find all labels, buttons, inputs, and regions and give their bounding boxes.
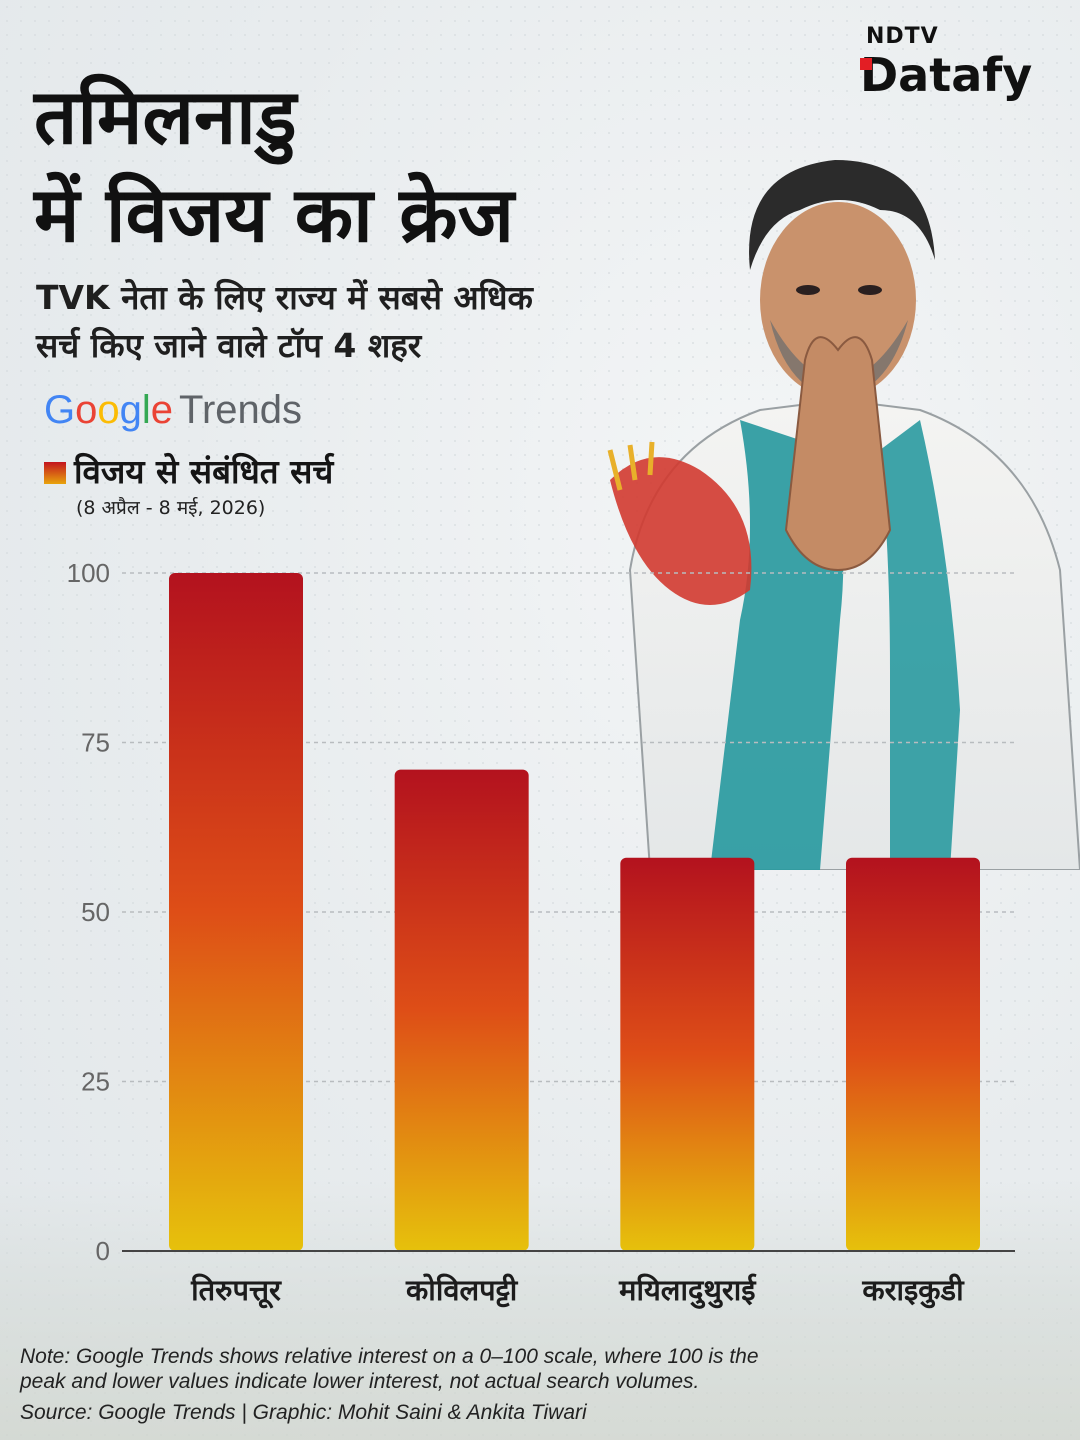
brand-ndtv: NDTV: [866, 24, 939, 49]
note-line-2: peak and lower values indicate lower int…: [20, 1370, 700, 1393]
x-category-label: कोविलपट्टी: [405, 1273, 519, 1308]
y-tick-label: 100: [67, 558, 110, 588]
bar: [620, 857, 755, 1251]
bars: [169, 573, 980, 1251]
x-category-label: कराइकुडी: [861, 1273, 965, 1309]
trends-wordmark: Trends: [179, 388, 303, 432]
google-trends-logo: Google Trends: [44, 388, 302, 433]
legend-date-range: (8 अप्रैल - 8 मई, 2026): [76, 497, 266, 519]
y-tick-label: 75: [81, 728, 110, 758]
page-subtitle: TVK नेता के लिए राज्य में सबसे अधिक सर्च…: [36, 274, 656, 370]
y-tick-label: 0: [96, 1236, 110, 1266]
title-line-1: तमिलनाडु: [34, 72, 297, 161]
source-credit: Source: Google Trends | Graphic: Mohit S…: [20, 1401, 587, 1424]
brand-accent-square: [860, 58, 872, 70]
legend-label: विजय से संबंधित सर्च: [74, 452, 334, 491]
footnote: Note: Google Trends shows relative inter…: [20, 1344, 860, 1394]
portrait-illustration: [590, 150, 1080, 870]
x-category-label: तिरुपत्तूर: [190, 1273, 282, 1309]
x-category-labels: तिरुपत्तूर कोविलपट्टी मयिलादुथुराई कराइकुडी: [190, 1273, 965, 1309]
subtitle-line-2: सर्च किए जाने वाले टॉप 4 शहर: [36, 326, 422, 365]
note-line-1: Note: Google Trends shows relative inter…: [20, 1345, 759, 1368]
y-tick-label: 50: [81, 897, 110, 927]
bar: [394, 769, 529, 1251]
legend-swatch: [44, 462, 66, 484]
title-line-2: में विजय का क्रेज: [34, 170, 515, 259]
y-tick-labels: 0 25 50 75 100: [67, 558, 110, 1266]
google-wordmark: Google: [44, 388, 174, 432]
bar: [169, 573, 303, 1251]
page-title: तमिलनाडु में विजय का क्रेज: [34, 68, 594, 264]
bar: [846, 857, 980, 1251]
x-category-label: मयिलादुथुराई: [618, 1273, 757, 1309]
subtitle-line-1: TVK नेता के लिए राज्य में सबसे अधिक: [36, 278, 533, 317]
brand-datafy: Datafy: [860, 48, 1033, 102]
y-tick-label: 25: [81, 1067, 110, 1097]
